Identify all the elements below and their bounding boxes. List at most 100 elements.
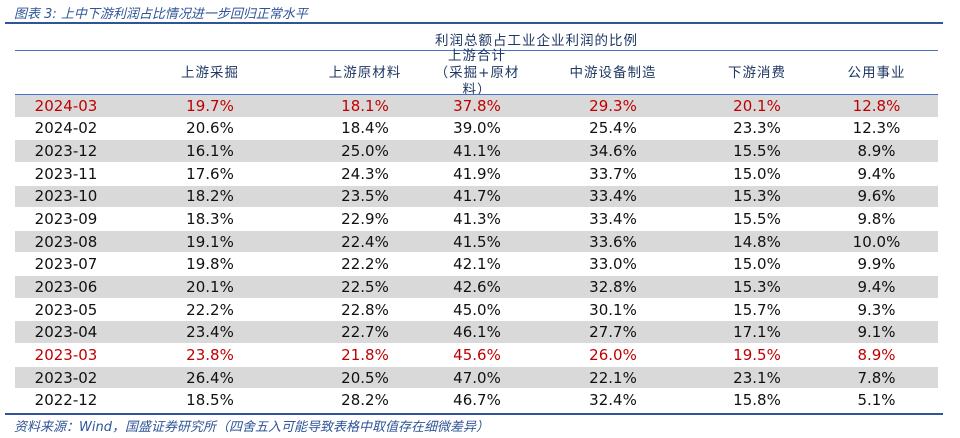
table-cell: 8.9% <box>857 345 896 364</box>
table-cell: 22.7% <box>341 323 389 342</box>
table-row: 2023-03 23.8% 21.8% 45.6% 26.0% 19.5% 8.9% <box>15 344 938 367</box>
table-cell: 12.3% <box>852 119 901 138</box>
table-cell: 18.3% <box>186 210 234 229</box>
table-cell: 42.1% <box>453 255 501 274</box>
table-cell: 17.6% <box>186 164 234 183</box>
table-cell: 33.7% <box>589 164 637 183</box>
table-subheader: 利润总额占工业企业利润的比例 <box>435 33 638 49</box>
table-cell: 33.4% <box>589 187 637 206</box>
table-cell: 46.7% <box>453 391 501 410</box>
column-header: 公用事业 <box>847 64 906 81</box>
table-cell: 20.1% <box>733 96 781 115</box>
table-cell: 24.3% <box>341 164 389 183</box>
table-cell: 27.7% <box>589 323 637 342</box>
table-cell: 45.0% <box>453 300 501 319</box>
column-header: 上游采掘 <box>181 64 239 81</box>
column-header: 中游设备制造 <box>569 64 657 81</box>
table-cell: 22.4% <box>341 232 389 251</box>
table-cell: 15.7% <box>733 300 781 319</box>
header-line: 上游合计 <box>448 47 506 64</box>
table-cell: 15.3% <box>733 277 781 296</box>
table-cell: 9.4% <box>857 277 896 296</box>
column-headers: 上游采掘 上游原材料 上游合计 （采掘+原材料） 中游设备制造 下游消费 公用事业 <box>15 48 938 98</box>
header-rule <box>15 94 938 95</box>
table-row: 2023-09 18.3% 22.9% 41.3% 33.4% 15.5% 9.8% <box>15 208 938 231</box>
table-cell: 20.5% <box>341 368 389 387</box>
table-cell: 19.8% <box>186 255 234 274</box>
row-date: 2023-05 <box>34 300 98 319</box>
row-date: 2023-09 <box>34 210 98 229</box>
table-cell: 12.8% <box>852 96 901 115</box>
table-cell: 26.0% <box>589 345 637 364</box>
table-cell: 34.6% <box>589 142 637 161</box>
table-cell: 9.6% <box>857 187 896 206</box>
table-cell: 22.2% <box>341 255 389 274</box>
row-date: 2023-08 <box>34 232 98 251</box>
table-cell: 19.7% <box>186 96 234 115</box>
table-cell: 23.3% <box>733 119 781 138</box>
table-row: 2023-02 26.4% 20.5% 47.0% 22.1% 23.1% 7.8% <box>15 366 938 390</box>
row-date: 2022-12 <box>34 391 98 410</box>
row-date: 2023-07 <box>34 255 98 274</box>
table-cell: 18.4% <box>341 119 389 138</box>
table-cell: 32.8% <box>589 277 637 296</box>
table-cell: 20.1% <box>186 277 234 296</box>
row-date: 2023-11 <box>34 164 98 183</box>
table-cell: 15.8% <box>733 391 781 410</box>
row-date: 2023-06 <box>34 277 98 296</box>
table-cell: 15.5% <box>733 142 781 161</box>
table-cell: 23.4% <box>186 323 234 342</box>
table-cell: 14.8% <box>733 232 781 251</box>
table-row: 2023-10 18.2% 23.5% 41.7% 33.4% 15.3% 9.6% <box>15 185 938 209</box>
table-cell: 46.1% <box>453 323 501 342</box>
table-cell: 32.4% <box>589 391 637 410</box>
table-row: 2024-03 19.7% 18.1% 37.8% 29.3% 20.1% 12.8% <box>15 95 938 118</box>
table-cell: 15.0% <box>733 164 781 183</box>
top-rule <box>5 22 943 24</box>
table-cell: 22.1% <box>589 368 637 387</box>
table-cell: 41.9% <box>453 164 501 183</box>
row-date: 2023-04 <box>34 323 98 342</box>
source-note: 资料来源：Wind，国盛证券研究所（四舍五入可能导致表格中取值存在细微差异） <box>14 420 489 435</box>
table-cell: 22.2% <box>186 300 234 319</box>
row-date: 2023-12 <box>34 142 98 161</box>
table-cell: 9.9% <box>857 255 896 274</box>
table-row: 2023-12 16.1% 25.0% 41.1% 34.6% 15.5% 8.9% <box>15 140 938 163</box>
header-line: （采掘+原材料） <box>434 64 520 98</box>
table-row: 2023-11 17.6% 24.3% 41.9% 33.7% 15.0% 9.4% <box>15 163 938 186</box>
table-cell: 21.8% <box>341 345 389 364</box>
table-cell: 22.9% <box>341 210 389 229</box>
table-row: 2023-08 19.1% 22.4% 41.5% 33.6% 14.8% 10.0% <box>15 230 938 254</box>
row-date: 2023-03 <box>34 345 98 364</box>
table-cell: 17.1% <box>733 323 781 342</box>
table-cell: 25.0% <box>341 142 389 161</box>
row-date: 2023-10 <box>34 187 98 206</box>
table-cell: 33.4% <box>589 210 637 229</box>
table-cell: 16.1% <box>186 142 234 161</box>
table-cell: 15.0% <box>733 255 781 274</box>
table-row: 2023-06 20.1% 22.5% 42.6% 32.8% 15.3% 9.4% <box>15 276 938 299</box>
table-cell: 26.4% <box>186 368 234 387</box>
table-cell: 8.9% <box>857 142 896 161</box>
table-cell: 23.5% <box>341 187 389 206</box>
table-cell: 22.8% <box>341 300 389 319</box>
table-cell: 41.1% <box>453 142 501 161</box>
table-cell: 7.8% <box>857 368 896 387</box>
table-cell: 23.1% <box>733 368 781 387</box>
table-row: 2023-07 19.8% 22.2% 42.1% 33.0% 15.0% 9.9% <box>15 253 938 277</box>
table-cell: 47.0% <box>453 368 501 387</box>
subheader-rule <box>15 50 938 51</box>
column-header <box>15 52 117 94</box>
table-cell: 41.3% <box>453 210 501 229</box>
table-row: 2024-02 20.6% 18.4% 39.0% 25.4% 23.3% 12.3% <box>15 118 938 141</box>
table-cell: 23.8% <box>186 345 234 364</box>
table-cell: 5.1% <box>857 391 896 410</box>
table-cell: 42.6% <box>453 277 501 296</box>
table-cell: 37.8% <box>453 96 501 115</box>
bottom-rule <box>5 413 943 415</box>
row-date: 2023-02 <box>34 368 98 387</box>
column-header: 上游合计 （采掘+原材料） <box>427 48 527 98</box>
table-cell: 19.1% <box>186 232 234 251</box>
table-cell: 9.4% <box>857 164 896 183</box>
table-cell: 33.0% <box>589 255 637 274</box>
